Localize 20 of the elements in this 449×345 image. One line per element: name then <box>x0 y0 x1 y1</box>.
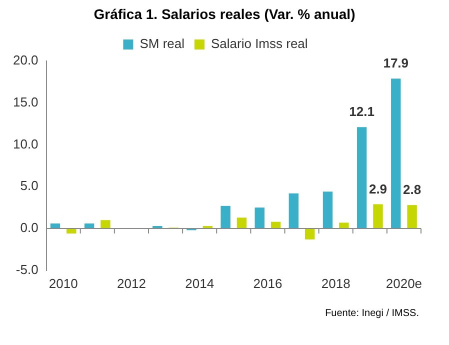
y-tick-label: 5.0 <box>20 178 38 194</box>
x-tick-label: 2020e <box>386 276 422 291</box>
y-tick-label: 0.0 <box>20 220 38 236</box>
x-tick-label: 2018 <box>321 276 350 291</box>
x-tick-label: 2016 <box>253 276 282 291</box>
data-label: 12.1 <box>349 104 374 120</box>
legend-label: SM real <box>140 36 185 52</box>
x-tick-label: 2014 <box>185 276 214 291</box>
y-tick-label: 20.0 <box>12 52 38 68</box>
chart-title: Gráfica 1. Salarios reales (Var. % anual) <box>92 6 356 22</box>
legend-label: Salario Imss real <box>210 36 308 52</box>
y-tick-label: 15.0 <box>12 94 38 110</box>
x-tick-label: 2012 <box>117 276 146 291</box>
data-label: 2.8 <box>403 182 422 198</box>
x-tick-label: 2010 <box>48 276 78 291</box>
data-label: 2.9 <box>368 181 388 196</box>
y-tick-label: 10.0 <box>12 136 38 152</box>
source-note: Fuente: Inegi / IMSS. <box>325 308 419 319</box>
y-tick-label: -5.0 <box>16 262 38 277</box>
data-label: 17.9 <box>383 56 409 71</box>
